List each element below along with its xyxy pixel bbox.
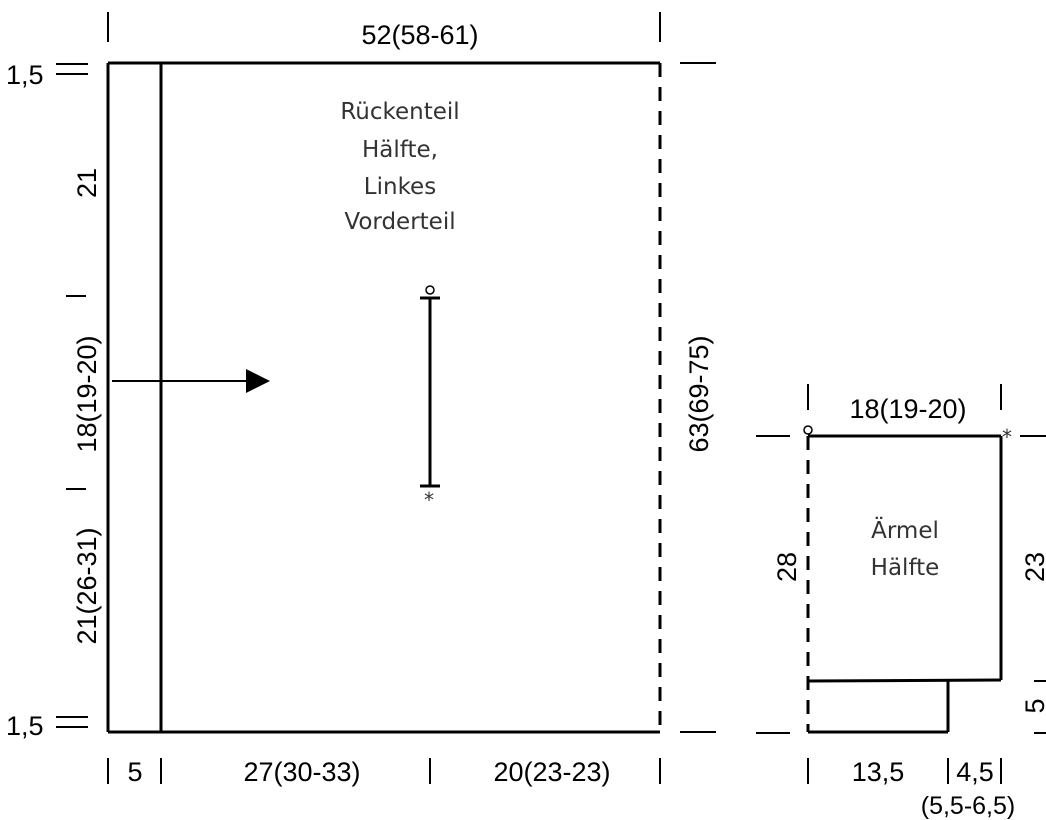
- body-title-line-4: Vorderteil: [344, 209, 455, 235]
- body-title-line-2: Hälfte,: [362, 137, 438, 163]
- sleeve-piece: * Ärmel Hälfte 18(19-20) 28 23 5 13,5 4,…: [756, 384, 1046, 820]
- sleeve-marker-star: *: [1002, 425, 1012, 449]
- bottom-width-b: 27(30-33): [243, 757, 360, 787]
- sleeve-marker-circle: [803, 425, 813, 435]
- body-title-line-3: Linkes: [364, 174, 436, 200]
- left-lower-height: 21(26-31): [72, 527, 102, 644]
- armhole-marker-star: *: [424, 488, 434, 512]
- left-upper-height: 21: [72, 168, 102, 198]
- body-piece: * Rückenteil Hälfte, Linkes Vorderteil 5…: [6, 12, 716, 787]
- sleeve-right-small: 5: [1020, 698, 1046, 713]
- body-title-line-1: Rückenteil: [340, 99, 459, 125]
- sleeve-bottom-b: 4,5: [956, 757, 994, 787]
- sleeve-bottom-a: 13,5: [852, 757, 905, 787]
- armhole-marker-circle: [425, 285, 435, 295]
- body-top-width: 52(58-61): [361, 20, 478, 50]
- sleeve-title-line-1: Ärmel: [871, 516, 939, 544]
- sleeve-top-width: 18(19-20): [849, 394, 966, 424]
- sleeve-left-height: 28: [772, 552, 802, 582]
- bottom-width-c: 20(23-23): [493, 757, 610, 787]
- left-bottom-small: 1,5: [6, 711, 44, 741]
- sleeve-cuff-line: [807, 678, 1002, 683]
- left-middle-height: 18(19-20): [72, 335, 102, 452]
- sleeve-bottom-b-alt: (5,5-6,5): [921, 792, 1015, 820]
- body-right-height: 63(69-75): [684, 335, 714, 452]
- bottom-width-a: 5: [127, 757, 142, 787]
- left-top-small: 1,5: [6, 60, 44, 90]
- direction-arrow-head: [246, 369, 270, 393]
- sleeve-right-height: 23: [1020, 552, 1046, 582]
- sleeve-title-line-2: Hälfte: [871, 555, 940, 581]
